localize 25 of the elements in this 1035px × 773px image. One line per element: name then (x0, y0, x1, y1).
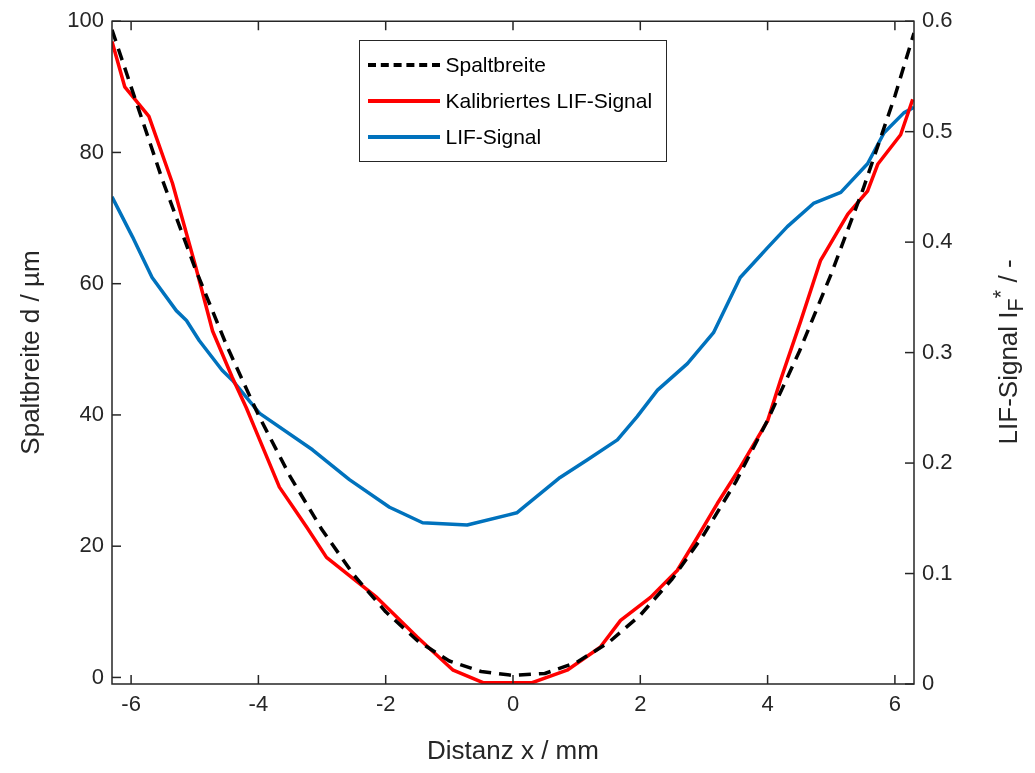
y-tick-label: 100 (67, 7, 104, 33)
y2-tick-label: 0.1 (922, 559, 953, 585)
y-tick-label: 0 (91, 663, 104, 689)
legend-label: Spaltbreite (445, 53, 546, 77)
y-tick-label: 60 (79, 269, 104, 295)
y2-tick-label: 0.3 (922, 338, 953, 364)
y2-tick-label: 0 (922, 670, 935, 696)
y-tick-label: 80 (79, 138, 104, 164)
x-tick-label: -2 (375, 691, 396, 717)
x-tick-label: 2 (634, 691, 647, 717)
x-tick-label: -4 (248, 691, 269, 717)
y2-tick-label: 0.5 (922, 117, 953, 143)
x-tick-label: 0 (506, 691, 520, 717)
x-axis-title: Distanz x / mm (427, 734, 599, 766)
legend-label: LIF-Signal (445, 125, 542, 149)
y2-tick-label: 0.4 (922, 228, 953, 254)
y-tick-label: 40 (79, 401, 104, 427)
x-tick-label: -6 (121, 691, 141, 717)
y-axis-title: Spaltbreite d / µm (14, 249, 46, 455)
y-tick-label: 20 (79, 532, 104, 558)
x-tick-label: 4 (761, 691, 774, 717)
y2-tick-label: 0.2 (922, 449, 953, 475)
y2-tick-label: 0.6 (922, 7, 953, 33)
x-tick-label: 6 (888, 691, 902, 717)
legend-label: Kalibriertes LIF-Signal (445, 89, 653, 113)
